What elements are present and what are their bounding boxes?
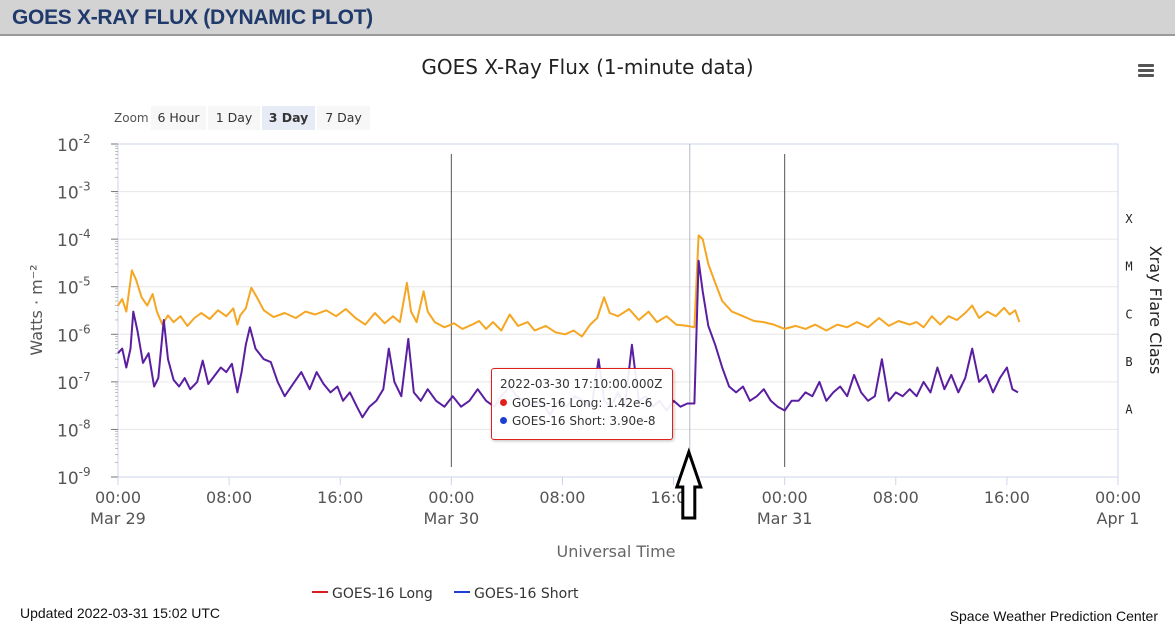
- credit-text: Space Weather Prediction Center: [949, 608, 1158, 624]
- flare-class-label: A: [1125, 402, 1133, 416]
- y2-axis-title: Xray Flare Class: [1146, 246, 1165, 375]
- x-tick-label: 08:00: [539, 488, 585, 507]
- x-tick-label: 16:00: [984, 488, 1030, 507]
- x-tick-label: 00:00: [1095, 488, 1141, 507]
- x-tick-date-label: Mar 31: [757, 509, 813, 528]
- tooltip-long-row: GOES-16 Long: 1.42e-6: [500, 396, 652, 410]
- axis-layer: 10-2 10-3 10-4 10-5 10-6 10-7 10-8 10-9 Watts · …: [27, 132, 1165, 561]
- flare-class-label: C: [1125, 307, 1132, 321]
- legend-long-label: GOES-16 Long: [332, 586, 433, 602]
- hamburger-menu-icon[interactable]: [1136, 62, 1156, 78]
- chart-title: GOES X-Ray Flux (1-minute data): [421, 55, 754, 79]
- legend-short-label: GOES-16 Short: [474, 586, 579, 602]
- tooltip-short-label: GOES-16 Short: [512, 414, 602, 428]
- legend-short-swatch: [454, 591, 470, 593]
- data-tooltip: 2022-03-30 17:10:00.000Z GOES-16 Long: 1…: [491, 368, 673, 440]
- tooltip-long-label: GOES-16 Long: [512, 396, 599, 410]
- y-tick-label: 10-5: [57, 275, 91, 299]
- updated-timestamp: Updated 2022-03-31 15:02 UTC: [20, 605, 221, 621]
- x-tick-date-label: Mar 30: [424, 509, 480, 528]
- y-tick-label: 10-9: [57, 465, 91, 489]
- tooltip-short-value: : 3.90e-8: [601, 414, 656, 428]
- zoom-6-hour-button[interactable]: 6 Hour: [151, 106, 206, 130]
- y-tick-label: 10-4: [57, 227, 91, 251]
- x-tick-label: 08:00: [873, 488, 919, 507]
- y-tick-label: 10-2: [57, 132, 91, 156]
- x-axis-title: Universal Time: [556, 542, 675, 561]
- zoom-7-day-button[interactable]: 7 Day: [317, 106, 370, 130]
- x-tick-date-label: Mar 29: [90, 509, 146, 528]
- legend-long-swatch: [312, 591, 328, 593]
- legend-item-short[interactable]: GOES-16 Short: [454, 586, 579, 602]
- long-dot-icon: [500, 399, 507, 406]
- flare-class-label: X: [1125, 212, 1133, 226]
- short-dot-icon: [500, 417, 507, 424]
- zoom-3-day-button[interactable]: 3 Day: [262, 106, 315, 130]
- tooltip-long-value: : 1.42e-6: [598, 396, 653, 410]
- annotation-layer: [674, 447, 703, 520]
- x-tick-label: 00:00: [428, 488, 474, 507]
- x-tick-label: 00:00: [762, 488, 808, 507]
- zoom-1-day-button[interactable]: 1 Day: [208, 106, 260, 130]
- page-header-title: GOES X-RAY FLUX (DYNAMIC PLOT): [12, 6, 373, 29]
- legend-item-long[interactable]: GOES-16 Long: [312, 586, 433, 602]
- tooltip-short-row: GOES-16 Short: 3.90e-8: [500, 414, 656, 428]
- series-long-line: [117, 234, 1021, 338]
- x-tick-label: 00:00: [95, 488, 141, 507]
- y-tick-label: 10-8: [57, 417, 91, 441]
- y-tick-label: 10-3: [57, 180, 91, 204]
- x-tick-date-label: Apr 1: [1097, 509, 1140, 528]
- flare-class-label: M: [1125, 260, 1132, 274]
- tooltip-time: 2022-03-30 17:10:00.000Z: [500, 377, 663, 391]
- y-tick-label: 10-6: [57, 322, 91, 346]
- annotation-arrow-icon: [674, 447, 703, 520]
- page-header: GOES X-RAY FLUX (DYNAMIC PLOT): [0, 0, 1175, 36]
- y-axis-title: Watts · m⁻²: [27, 264, 46, 355]
- zoom-label: Zoom: [114, 111, 149, 125]
- x-tick-label: 16:00: [317, 488, 363, 507]
- y-tick-label: 10-7: [57, 370, 91, 394]
- grid-layer: [117, 143, 1119, 478]
- plot-border: [117, 143, 1119, 478]
- x-tick-label: 08:00: [206, 488, 252, 507]
- flare-class-label: B: [1125, 355, 1132, 369]
